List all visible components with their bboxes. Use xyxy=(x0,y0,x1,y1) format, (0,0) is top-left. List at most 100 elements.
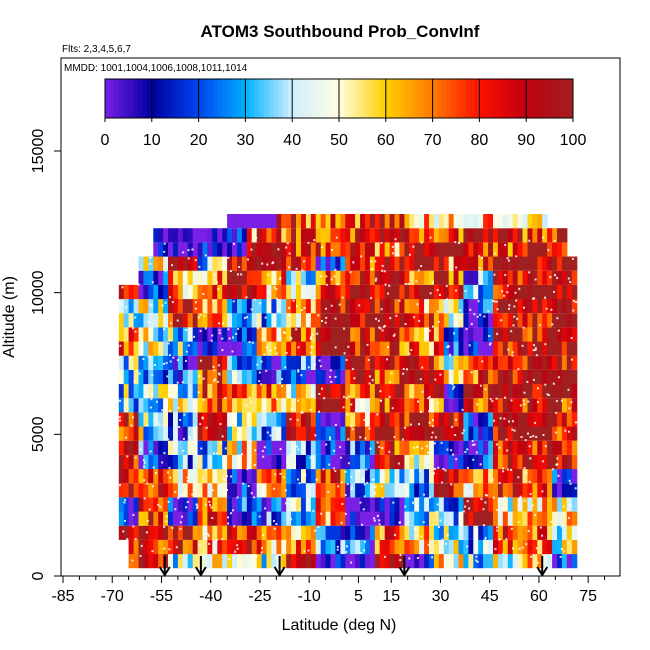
heatmap-cell xyxy=(345,369,351,385)
heatmap-cell xyxy=(345,242,351,257)
heatmap-cell xyxy=(276,341,282,356)
heatmap-cell xyxy=(424,469,430,484)
sample-point xyxy=(152,485,155,488)
heatmap-cell xyxy=(153,454,159,470)
heatmap-cell xyxy=(197,313,204,328)
heatmap-cell xyxy=(355,242,361,257)
heatmap-cell xyxy=(542,299,548,314)
sample-point xyxy=(421,390,424,393)
heatmap-cell xyxy=(522,539,528,555)
heatmap-cell xyxy=(133,384,140,399)
heatmap-cell xyxy=(409,511,415,526)
heatmap-cell xyxy=(345,327,351,342)
heatmap-cell xyxy=(409,270,415,285)
sample-point xyxy=(351,368,354,370)
heatmap-cell xyxy=(517,497,524,512)
sample-point xyxy=(534,513,537,516)
heatmap-cell xyxy=(168,256,174,271)
colorbar-segment xyxy=(292,79,298,118)
heatmap-cell xyxy=(182,525,189,540)
heatmap-cell xyxy=(517,228,524,243)
sample-point xyxy=(246,468,249,471)
heatmap-cell xyxy=(552,440,558,455)
heatmap-cell xyxy=(502,554,509,569)
sample-point xyxy=(496,509,499,511)
sample-point xyxy=(378,445,381,448)
heatmap-cell xyxy=(281,440,287,455)
sample-point xyxy=(527,432,529,435)
heatmap-cell xyxy=(527,341,533,356)
heatmap-cell xyxy=(350,384,356,399)
heatmap-cell xyxy=(369,469,376,484)
heatmap-cell xyxy=(458,384,464,399)
colorbar-segment xyxy=(526,79,532,118)
heatmap-cell xyxy=(561,454,568,470)
heatmap-cell xyxy=(202,369,208,385)
sample-point xyxy=(530,555,533,558)
heatmap-cell xyxy=(187,341,194,356)
heatmap-cell xyxy=(118,284,125,300)
heatmap-cell xyxy=(522,341,528,356)
heatmap-cell xyxy=(232,412,238,427)
heatmap-cell xyxy=(118,426,125,441)
heatmap-cell xyxy=(414,313,420,328)
sample-point xyxy=(293,534,296,537)
heatmap-cell xyxy=(271,469,277,484)
heatmap-cell xyxy=(315,270,322,285)
colorbar: 0 10 20 30 40 50 60 70 80 90 100 xyxy=(101,78,586,149)
heatmap-cell xyxy=(197,511,204,526)
sample-point xyxy=(253,496,256,499)
heatmap-cell xyxy=(547,341,553,356)
sample-point xyxy=(532,297,534,300)
sample-point xyxy=(517,368,520,371)
heatmap-cell xyxy=(561,355,568,370)
heatmap-cell xyxy=(389,214,396,229)
sample-point xyxy=(164,301,167,304)
heatmap-cell xyxy=(360,483,366,498)
sample-point xyxy=(534,348,537,351)
heatmap-cell xyxy=(507,228,514,243)
heatmap-cell xyxy=(443,554,450,569)
heatmap-cell xyxy=(301,384,307,399)
sample-point xyxy=(334,317,337,320)
heatmap-cell xyxy=(537,497,543,512)
heatmap-cell xyxy=(483,214,489,229)
heatmap-cell xyxy=(301,483,307,498)
heatmap-cell xyxy=(310,369,317,385)
sample-point xyxy=(391,252,394,255)
heatmap-cell xyxy=(384,355,391,370)
colorbar-tick-label: 0 xyxy=(101,132,110,149)
heatmap-cell xyxy=(502,270,509,285)
heatmap-cell xyxy=(330,341,336,356)
heatmap-cell xyxy=(158,355,164,370)
heatmap-cell xyxy=(301,554,307,569)
sample-point xyxy=(350,425,353,428)
heatmap-cell xyxy=(237,384,243,399)
heatmap-cell xyxy=(133,454,140,470)
heatmap-cell xyxy=(419,454,425,470)
heatmap-cell xyxy=(281,228,287,243)
heatmap-cell xyxy=(148,270,154,285)
heatmap-cell xyxy=(192,369,199,385)
heatmap-cell xyxy=(517,384,524,399)
heatmap-cell xyxy=(286,355,292,370)
heatmap-cell xyxy=(507,454,514,470)
heatmap-cell xyxy=(153,426,159,441)
heatmap-cell xyxy=(187,270,194,285)
sample-point xyxy=(124,519,126,522)
heatmap-cell xyxy=(296,355,302,370)
sample-point xyxy=(367,359,370,361)
heatmap-cell xyxy=(414,284,420,300)
heatmap-cell xyxy=(365,525,371,540)
sample-point xyxy=(322,468,325,471)
heatmap-cell xyxy=(345,539,351,555)
heatmap-cell xyxy=(458,270,464,285)
heatmap-cell xyxy=(453,313,460,328)
sample-point xyxy=(479,384,482,387)
heatmap-cell xyxy=(148,525,154,540)
heatmap-cell xyxy=(365,454,371,470)
sample-point xyxy=(419,469,422,472)
heatmap-cell xyxy=(488,384,494,399)
colorbar-segment xyxy=(357,79,363,118)
heatmap-cell xyxy=(409,554,415,569)
